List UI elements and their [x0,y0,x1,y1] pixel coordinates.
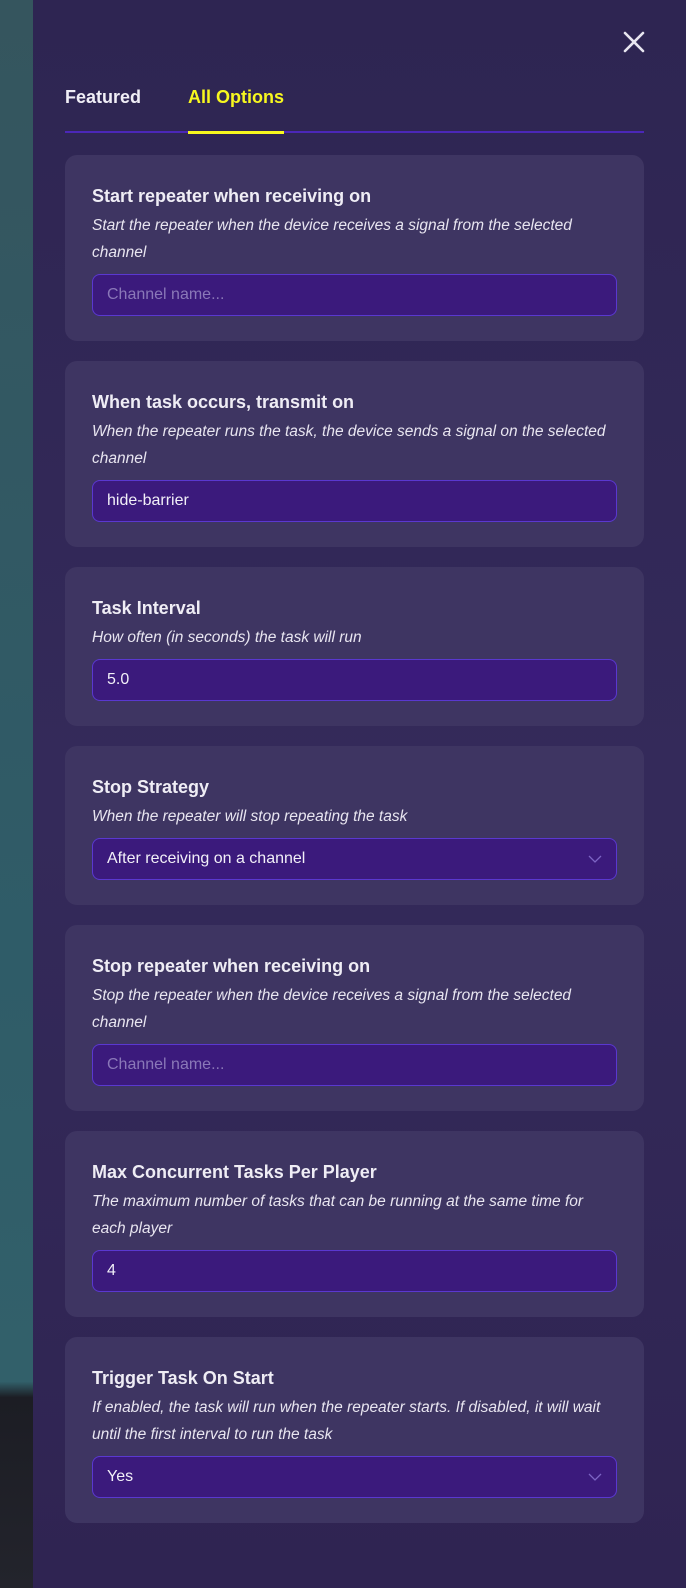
option-description: The maximum number of tasks that can be … [92,1193,584,1237]
option-card-start-channel: Start repeater when receiving on Start th… [65,155,644,341]
transmit-channel-input[interactable]: hide-barrier [92,480,617,522]
option-card-transmit-channel: When task occurs, transmit on When the re… [65,361,644,547]
option-card-task-interval: Task Interval How often (in seconds) the … [65,567,644,726]
option-card-max-concurrent-tasks: Max Concurrent Tasks Per Player The maxim… [65,1131,644,1317]
chevron-down-icon [588,855,602,863]
chevron-down-icon [588,1473,602,1481]
max-concurrent-tasks-input[interactable]: 4 [92,1250,617,1292]
options-list: Start repeater when receiving on Start th… [65,155,644,1543]
option-title: Task Interval [92,598,201,618]
option-card-stop-channel: Stop repeater when receiving on Stop the … [65,925,644,1111]
input-value: 4 [107,1262,116,1279]
game-background [0,0,33,1588]
option-title: Stop repeater when receiving on [92,956,371,976]
selected-value: Yes [107,1468,134,1485]
stop-channel-input[interactable]: Channel name... [92,1044,617,1086]
selected-value: After receiving on a channel [107,850,306,867]
option-title: Trigger Task On Start [92,1368,274,1388]
stop-strategy-select[interactable]: After receiving on a channel [92,838,617,880]
input-value: 5.0 [107,671,130,688]
option-description: Stop the repeater when the device receiv… [92,987,572,1031]
input-value: hide-barrier [107,492,189,509]
option-description: If enabled, the task will run when the r… [92,1399,601,1443]
start-channel-input[interactable]: Channel name... [92,274,617,316]
option-description: When the repeater runs the task, the dev… [92,423,606,467]
input-placeholder: Channel name... [107,1056,225,1073]
option-title: Max Concurrent Tasks Per Player [92,1162,377,1182]
option-title: Stop Strategy [92,777,210,797]
tab-all-options[interactable]: All Options [188,84,284,134]
trigger-on-start-select[interactable]: Yes [92,1456,617,1498]
close-icon[interactable] [622,30,646,54]
option-description: How often (in seconds) the task will run [92,629,362,646]
option-description: Start the repeater when the device recei… [92,217,572,261]
tab-bar: Featured All Options [65,84,644,134]
tab-featured[interactable]: Featured [65,87,142,107]
input-placeholder: Channel name... [107,286,225,303]
option-card-trigger-on-start: Trigger Task On Start If enabled, the tas… [65,1337,644,1523]
option-description: When the repeater will stop repeating th… [92,808,408,825]
option-title: When task occurs, transmit on [92,392,355,412]
option-card-stop-strategy: Stop Strategy When the repeater will stop… [65,746,644,905]
option-title: Start repeater when receiving on [92,186,372,206]
task-interval-input[interactable]: 5.0 [92,659,617,701]
